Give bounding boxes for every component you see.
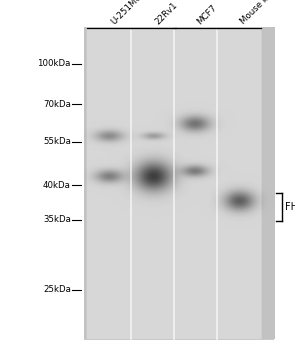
Text: MCF7: MCF7 [195,3,218,26]
Text: Mouse kidney: Mouse kidney [239,0,288,26]
Text: 22Rv1: 22Rv1 [153,0,179,26]
Bar [84,28,274,340]
Text: FHL1: FHL1 [285,202,295,212]
Text: 40kDa: 40kDa [43,181,71,190]
Text: 25kDa: 25kDa [43,285,71,294]
Text: 100kDa: 100kDa [37,59,71,68]
Text: 55kDa: 55kDa [43,137,71,146]
Text: 35kDa: 35kDa [43,215,71,224]
Text: U-251MG: U-251MG [109,0,144,26]
Text: 70kDa: 70kDa [43,100,71,109]
